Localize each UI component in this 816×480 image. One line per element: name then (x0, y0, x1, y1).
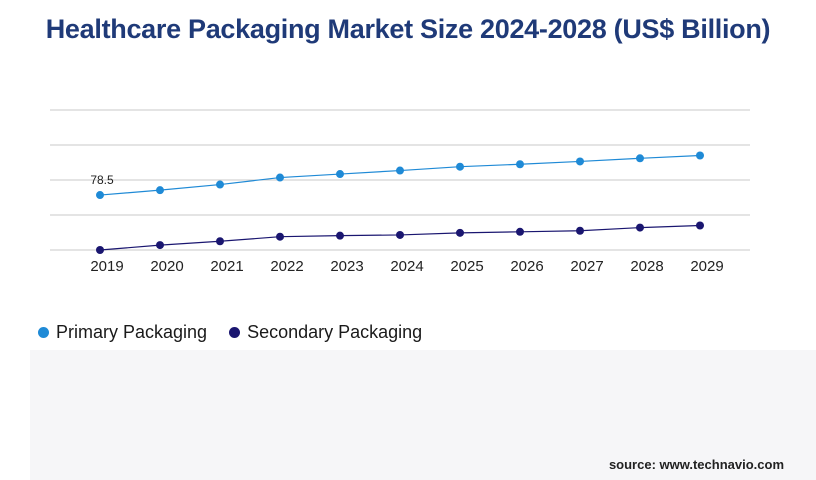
point-s1-2020 (156, 241, 164, 250)
point-s0-2028 (636, 154, 644, 163)
point-s1-2022 (276, 232, 284, 241)
point-s1-2025 (456, 228, 464, 237)
footer-band (30, 350, 816, 480)
point-s0-2025 (456, 162, 464, 171)
point-s1-2024 (396, 230, 404, 239)
legend-item-secondary: Secondary Packaging (229, 322, 422, 343)
point-s0-2020 (156, 186, 164, 195)
legend: Primary Packaging Secondary Packaging (38, 322, 422, 343)
series-points (96, 151, 704, 254)
line-chart: 78.5 2019 2020 2021 2022 2023 2024 2025 2026 202… (50, 109, 750, 275)
point-s1-2021 (216, 237, 224, 246)
x-axis-ticks: 2019 2020 2021 2022 2023 2024 2025 2026 2027 2028… (90, 258, 723, 275)
x-tick-2026: 2026 (510, 258, 543, 275)
point-s0-2027 (576, 157, 584, 166)
legend-marker-primary (38, 327, 49, 338)
data-label-s0-2019: 78.5 (90, 173, 114, 187)
legend-item-primary: Primary Packaging (38, 322, 207, 343)
point-s1-2028 (636, 223, 644, 232)
point-s0-2021 (216, 180, 224, 189)
legend-label-primary: Primary Packaging (56, 322, 208, 342)
chart-title: Healthcare Packaging Market Size 2024-20… (45, 14, 771, 44)
legend-marker-secondary (229, 327, 241, 338)
point-s0-2026 (516, 160, 524, 169)
point-s1-2027 (576, 226, 584, 235)
x-tick-2022: 2022 (270, 258, 303, 275)
x-tick-2024: 2024 (390, 258, 423, 275)
point-s1-2019 (96, 246, 104, 254)
point-s1-2026 (516, 227, 524, 236)
x-tick-2025: 2025 (450, 258, 483, 275)
point-s1-2023 (336, 231, 344, 240)
point-s0-2029 (696, 151, 704, 160)
x-tick-2027: 2027 (570, 258, 603, 275)
x-tick-2019: 2019 (90, 258, 123, 275)
point-s0-2023 (336, 170, 344, 179)
x-tick-2023: 2023 (330, 258, 363, 275)
series-line-0 (99, 154, 701, 196)
data-labels: 78.5 (90, 173, 114, 187)
x-tick-2021: 2021 (210, 258, 243, 275)
legend-label-secondary: Secondary Packaging (247, 322, 423, 342)
x-tick-2020: 2020 (150, 258, 183, 275)
point-s1-2029 (696, 221, 704, 230)
x-tick-2028: 2028 (630, 258, 663, 275)
point-s0-2024 (396, 166, 404, 175)
point-s0-2022 (276, 173, 284, 182)
point-s0-2019 (96, 191, 104, 200)
gridlines (50, 109, 750, 251)
source-credit: source: www.technavio.com (608, 457, 784, 472)
x-tick-2029: 2029 (690, 258, 723, 275)
